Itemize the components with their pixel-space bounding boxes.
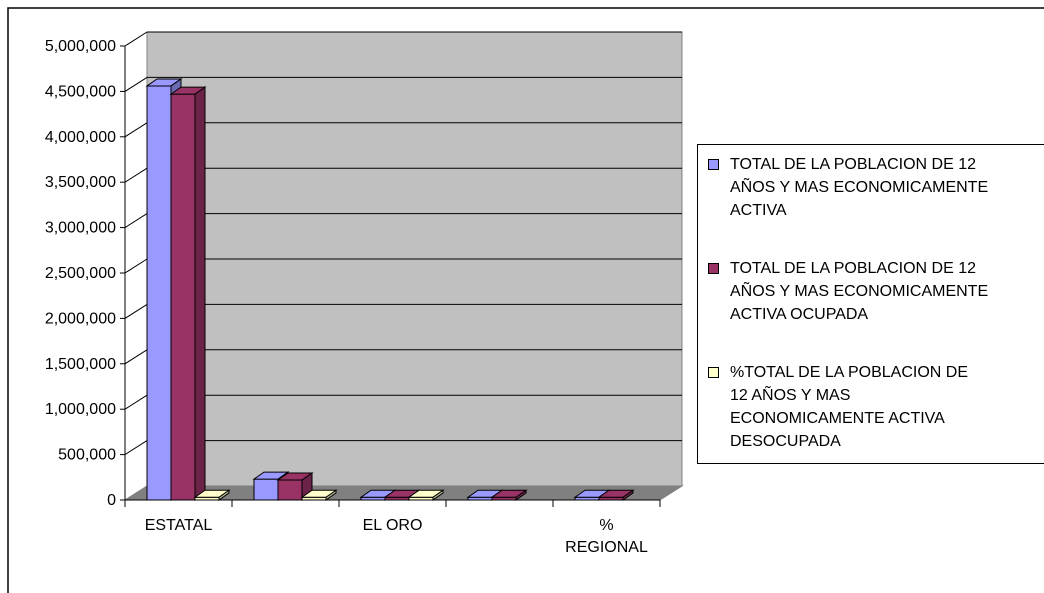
bar	[276, 472, 314, 501]
y-tick-label: 2,500,000	[45, 265, 116, 282]
gridline-side	[124, 213, 148, 229]
bar	[169, 86, 207, 501]
legend-swatch-desocupada	[708, 367, 719, 378]
y-tick-label: 500,000	[58, 447, 116, 464]
y-tick-label: 2,000,000	[45, 310, 116, 327]
chart-border	[7, 7, 1044, 593]
y-tick-label: 1,500,000	[45, 356, 116, 373]
legend-label-desocupada: %TOTAL DE LA POBLACION DE 12 AÑOS Y MAS …	[730, 364, 968, 450]
gridline-side	[124, 31, 148, 47]
y-tick-label: 4,500,000	[45, 83, 116, 100]
y-tick-label: 4,000,000	[45, 129, 116, 146]
y-tick-label: 1,000,000	[45, 401, 116, 418]
y-tick-label: 0	[107, 492, 116, 509]
gridline-side	[124, 440, 148, 456]
legend: TOTAL DE LA POBLACION DE 12 AÑOS Y MAS E…	[697, 144, 1044, 464]
gridline-side	[124, 303, 148, 319]
bar	[193, 489, 231, 501]
bar	[300, 489, 338, 501]
gridline-side	[124, 258, 148, 274]
bar	[597, 489, 635, 501]
legend-swatch-ocupada	[708, 263, 719, 274]
bar	[407, 489, 445, 501]
legend-label-activa: TOTAL DE LA POBLACION DE 12 AÑOS Y MAS E…	[730, 156, 989, 219]
y-tick-label: 5,000,000	[45, 38, 116, 55]
gridline-side	[124, 167, 148, 183]
legend-swatch-activa	[708, 159, 719, 170]
gridline-side	[124, 76, 148, 92]
chart-area: 0 500,000 1,000,000 1,500,000 2,000,000 2,500…	[45, 31, 684, 556]
bar	[490, 489, 528, 501]
x-tick-label: % REGIONAL	[565, 517, 648, 556]
legend-label-ocupada: TOTAL DE LA POBLACION DE 12 AÑOS Y MAS E…	[730, 260, 989, 323]
gridline-side	[124, 122, 148, 138]
gridline-side	[124, 394, 148, 410]
y-tick-label: 3,500,000	[45, 174, 116, 191]
x-tick-label: EL ORO	[363, 517, 423, 534]
x-tick-label: ESTATAL	[145, 517, 213, 534]
y-tick-label: 3,000,000	[45, 220, 116, 237]
gridline-side	[124, 349, 148, 365]
